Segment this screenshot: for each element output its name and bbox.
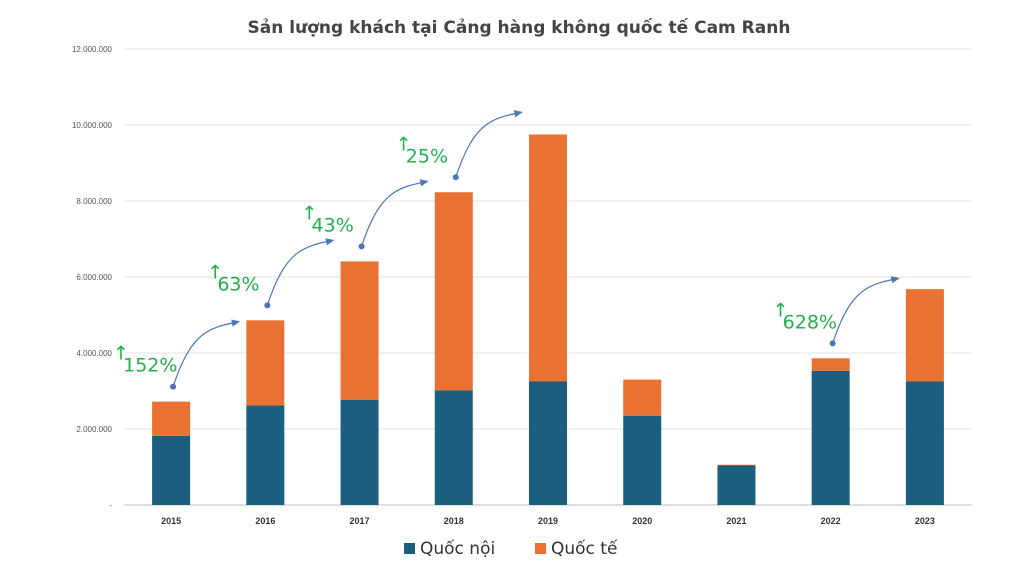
- annotations: ↑152%↑63%↑43%↑25%↑628%: [113, 110, 900, 390]
- growth-label: 43%: [312, 214, 354, 236]
- y-tick-label: 10.000.000: [72, 121, 113, 130]
- y-tick-label: 2.000.000: [76, 425, 112, 434]
- growth-arrow: [832, 276, 900, 344]
- bar-quốc-nội-2020: [623, 415, 662, 505]
- bar-quốc-nội-2017: [340, 399, 379, 505]
- growth-label: 152%: [123, 355, 177, 377]
- bar-quốc-tế-2018: [434, 192, 473, 391]
- growth-arrow: [266, 238, 335, 306]
- bar-quốc-nội-2023: [905, 381, 944, 505]
- growth-up-icon: ↑: [773, 299, 789, 321]
- growth-up-icon: ↑: [113, 343, 129, 365]
- bar-quốc-tế-2021: [717, 464, 756, 466]
- y-tick-label: 12.000.000: [72, 45, 113, 54]
- bar-quốc-nội-2022: [811, 370, 850, 505]
- bar-quốc-tế-2020: [623, 379, 662, 416]
- bar-quốc-nội-2019: [529, 381, 567, 505]
- y-tick-label: 4.000.000: [76, 349, 112, 358]
- bar-quốc-nội-2021: [717, 465, 756, 505]
- x-tick-label: 2017: [350, 516, 370, 526]
- bar-quốc-tế-2023: [905, 289, 944, 382]
- x-tick-label: 2015: [161, 516, 181, 526]
- y-tick-label: 6.000.000: [76, 273, 112, 282]
- bars: [152, 134, 944, 505]
- y-tick-label: 8.000.000: [76, 197, 112, 206]
- chart-title: Sản lượng khách tại Cảng hàng không quốc…: [248, 17, 791, 38]
- bar-quốc-nội-2016: [246, 405, 285, 505]
- x-tick-label: 2020: [632, 516, 652, 526]
- x-tick-label: 2016: [255, 516, 275, 526]
- legend-label: Quốc tế: [551, 538, 618, 559]
- bar-quốc-tế-2016: [246, 320, 285, 406]
- x-tick-label: 2018: [444, 516, 464, 526]
- axes: - 2.000.000 4.000.000 6.000.000 8.000.000 10.…: [72, 45, 935, 526]
- growth-arrow: [172, 319, 241, 387]
- x-tick-label: 2022: [821, 516, 841, 526]
- legend-swatch: [404, 543, 415, 554]
- x-tick-label: 2021: [726, 516, 746, 526]
- x-tick-label: 2019: [538, 516, 558, 526]
- growth-up-icon: ↑: [396, 133, 412, 155]
- bar-quốc-tế-2022: [811, 358, 850, 371]
- growth-up-icon: ↑: [302, 202, 318, 224]
- legend-label: Quốc nội: [420, 538, 495, 559]
- x-tick-label: 2023: [915, 516, 935, 526]
- y-tick-label: -: [109, 501, 112, 510]
- legend-swatch: [535, 543, 546, 554]
- growth-arrow: [360, 179, 429, 247]
- growth-label: 25%: [406, 145, 448, 167]
- bar-quốc-tế-2015: [152, 401, 191, 436]
- growth-label: 63%: [217, 273, 259, 295]
- bar-quốc-nội-2015: [152, 435, 191, 505]
- growth-label: 628%: [783, 311, 837, 333]
- bar-quốc-tế-2019: [529, 134, 567, 382]
- growth-up-icon: ↑: [207, 261, 223, 283]
- bar-quốc-tế-2017: [340, 261, 379, 400]
- bar-quốc-nội-2018: [434, 390, 473, 505]
- growth-arrow: [455, 110, 523, 178]
- legend: Quốc nội Quốc tế: [404, 538, 618, 559]
